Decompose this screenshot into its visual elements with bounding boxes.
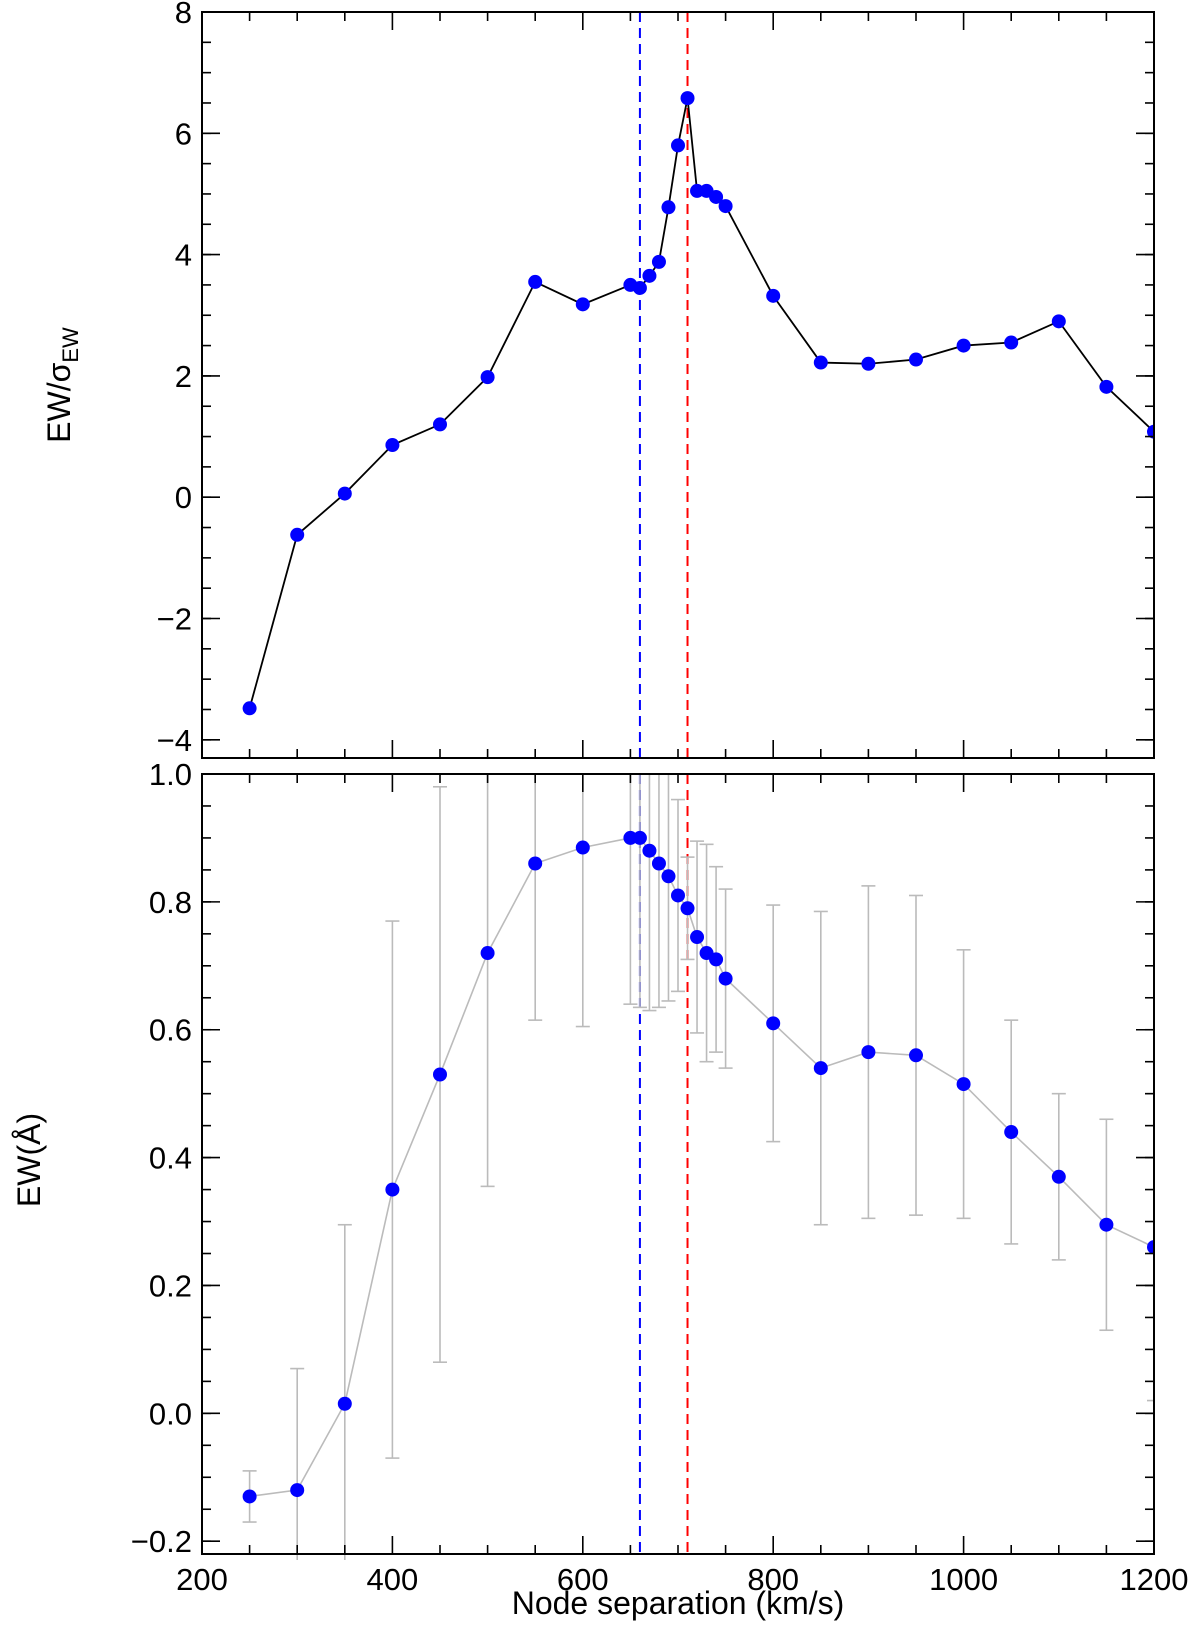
bottom-data-point (1147, 1240, 1154, 1255)
bottom-data-point (337, 1396, 352, 1411)
bottom-y-tick-label: −0.2 (131, 1524, 192, 1559)
top-y-tick-label: 6 (175, 116, 192, 151)
top-data-point (242, 701, 257, 716)
top-plot-frame (201, 11, 1155, 759)
top-data-point (433, 417, 447, 432)
top-data-point (718, 199, 733, 214)
bottom-series-line (249, 837, 1154, 1498)
top-data-point (651, 254, 666, 269)
top-data-point (337, 486, 352, 501)
bottom-data-point (671, 888, 685, 903)
top-data-point (480, 370, 495, 385)
top-data-point (290, 527, 305, 542)
top-data-point (813, 355, 828, 370)
top-data-point (1099, 379, 1114, 394)
bottom-y-tick-label: 0.6 (149, 1013, 192, 1048)
x-axis-title: Node separation (km/s) (512, 1585, 845, 1621)
top-y-tick-label: 4 (175, 238, 192, 273)
bottom-data-point (813, 1061, 828, 1076)
top-panel: −4 −2 0 2 4 6 8 EW/σEW (41, 0, 1155, 759)
top-data-point (632, 280, 647, 295)
bottom-data-point (642, 843, 657, 858)
bottom-data-point (661, 869, 676, 884)
top-data-point (909, 352, 923, 367)
bottom-data-point (385, 1182, 400, 1197)
bottom-data-point (718, 971, 733, 986)
bottom-data-point (575, 840, 590, 855)
x-tick-label: 1000 (929, 1562, 998, 1597)
bottom-data-point (690, 930, 705, 945)
top-reference-lines (638, 12, 689, 758)
top-data-point (661, 200, 676, 215)
top-data-point (766, 288, 781, 303)
bottom-data-point (766, 1016, 781, 1031)
top-data-point (861, 356, 876, 371)
bottom-axis-ticks: 200 400 600 800 1000 1200 −0.2 0.0 0.2 0.4 0.6 0.8 1… (131, 757, 1189, 1597)
top-data-point (956, 338, 971, 353)
bottom-y-tick-label: 0.4 (149, 1141, 192, 1176)
bottom-y-tick-label: 0.2 (149, 1268, 192, 1303)
top-data-point (1004, 335, 1019, 350)
top-y-axis-title: EW/σEW (41, 327, 83, 443)
top-y-tick-label: 0 (175, 480, 192, 515)
top-data-point (709, 189, 724, 204)
top-data-point (642, 268, 657, 283)
bottom-data-point (1099, 1217, 1114, 1232)
bottom-data-point (709, 952, 724, 967)
top-data-point (1147, 424, 1154, 439)
x-tick-label: 1200 (1120, 1562, 1189, 1597)
bottom-y-tick-label: 0.8 (149, 885, 192, 920)
top-y-tick-label: 8 (175, 0, 192, 30)
x-tick-label: 600 (557, 1562, 609, 1597)
bottom-data-point (651, 856, 666, 871)
bottom-data-point (433, 1067, 447, 1082)
x-tick-label: 400 (367, 1562, 419, 1597)
top-y-tick-label: −4 (157, 723, 192, 758)
x-tick-label: 200 (176, 1562, 228, 1597)
bottom-data-point (861, 1045, 876, 1060)
top-axis-ticks: −4 −2 0 2 4 6 8 (157, 0, 1155, 758)
bottom-data-point (1004, 1125, 1019, 1140)
bottom-data-point (909, 1048, 923, 1063)
top-data-point (575, 297, 590, 312)
x-tick-label: 800 (747, 1562, 799, 1597)
top-y-axis-title-subscript: EW (58, 327, 83, 363)
top-data-point (680, 91, 695, 106)
bottom-y-axis-title: EW(Å) (11, 1113, 47, 1207)
top-y-tick-label: −2 (157, 602, 192, 637)
bottom-y-tick-label: 1.0 (149, 757, 192, 792)
bottom-panel: 200 400 600 800 1000 1200 −0.2 0.0 0.2 0.4 0.6 0.8 1… (11, 757, 1189, 1621)
bottom-data-point (242, 1489, 257, 1504)
top-data-point (385, 438, 400, 453)
bottom-data-point (290, 1483, 305, 1498)
bottom-data-point (528, 856, 543, 871)
top-series (242, 91, 1154, 716)
bottom-y-tick-label: 0.0 (149, 1396, 192, 1431)
top-y-tick-label: 2 (175, 359, 192, 394)
top-series-line (248, 97, 1154, 709)
top-y-axis-title-main: EW/σ (41, 362, 77, 442)
top-data-point (1051, 314, 1066, 329)
bottom-data-point (956, 1077, 971, 1092)
bottom-data-point (1051, 1169, 1066, 1184)
top-data-point (528, 274, 543, 289)
bottom-data-point (632, 830, 647, 845)
bottom-series (242, 774, 1154, 1560)
top-data-point (671, 138, 685, 153)
bottom-data-point (680, 901, 695, 916)
bottom-data-point (480, 946, 495, 961)
